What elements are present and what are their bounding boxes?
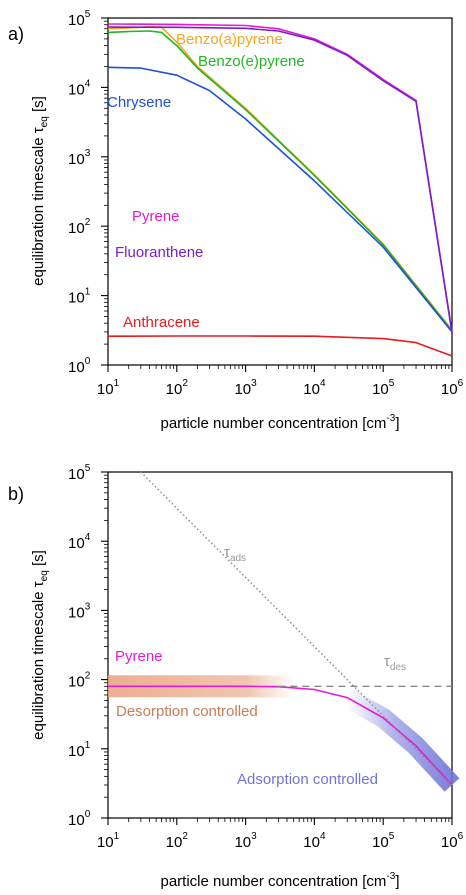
panel-b-plot-frame: [107, 471, 453, 819]
series-label-benzo-e-pyrene: Benzo(e)pyrene: [198, 53, 305, 70]
x-tick-label: 103: [234, 378, 257, 398]
x-tick-label: 104: [303, 831, 326, 851]
series-label-fluoranthene: Fluoranthene: [115, 244, 203, 261]
y-tick-label: 101: [68, 740, 91, 760]
y-tick-label: 104: [68, 532, 91, 552]
y-tick-label: 104: [68, 78, 91, 98]
series-label-pyrene: Pyrene: [132, 208, 180, 225]
x-tick-label: 105: [372, 378, 395, 398]
series-line-a-chrysene: [107, 66, 453, 333]
x-tick-label: 101: [97, 378, 120, 398]
y-tick-label: 103: [68, 148, 91, 168]
panel-b-ticks: 101 102 103 104 105 106 100 101 102 103 104 105: [68, 463, 464, 851]
panel-b-label: b): [8, 484, 24, 504]
x-tick-label: 104: [303, 378, 326, 398]
y-tick-label: 101: [68, 287, 91, 307]
series-line-a-benzo-e-pyrene: [107, 30, 453, 332]
x-tick-label: 101: [97, 831, 120, 851]
y-tick-label: 102: [68, 671, 91, 691]
x-tick-label: 105: [372, 831, 395, 851]
x-tick-label: 106: [441, 378, 464, 398]
y-tick-label: 105: [68, 9, 91, 29]
panel-b: b) 101 102 103 104 105 106100101102103104105 …: [8, 463, 464, 890]
panel-a: a) 101 102 103 104 105 106100101102103104105 …: [8, 9, 464, 432]
panel-a-x-axis-label: particle number concentration [cm-3]: [160, 413, 399, 432]
panel-a-ticks: 101 102 103 104 105 106 100 101 102 103 104 105: [68, 9, 464, 398]
y-tick-label: 102: [68, 217, 91, 237]
series-line-a-anthracene: [107, 335, 453, 357]
y-tick-label: 100: [68, 356, 91, 376]
y-tick-label: 103: [68, 601, 91, 621]
panel-a-plot-frame: [107, 17, 453, 366]
band-label-adsorption: Adsorption controlled: [237, 771, 378, 788]
tau-des-label: τdes: [384, 653, 406, 673]
series-line-b-pyrene: [108, 685, 453, 786]
panel-b-series: [108, 471, 453, 786]
panel-a-series: [107, 23, 453, 357]
series-line-a-fluoranthene: [107, 26, 453, 334]
panel-b-x-axis-label: particle number concentration [cm-3]: [160, 871, 399, 890]
band-label-desorption: Desorption controlled: [116, 703, 258, 720]
panel-a-series-labels: Benzo(a)pyrene Benzo(e)pyrene Chrysene P…: [107, 31, 305, 331]
y-tick-label: 105: [68, 463, 91, 483]
series-label-chrysene: Chrysene: [107, 94, 171, 111]
series-line-b-ads: [140, 471, 453, 786]
series-label-benzo-a-pyrene: Benzo(a)pyrene: [176, 31, 283, 48]
x-tick-label: 106: [441, 831, 464, 851]
x-tick-label: 103: [234, 831, 257, 851]
series-label-anthracene: Anthracene: [123, 314, 200, 331]
series-line-a-pyrene: [107, 23, 453, 333]
x-tick-label: 102: [166, 378, 189, 398]
series-label-pyrene-b: Pyrene: [115, 648, 163, 665]
panel-b-series-labels: Pyrene Desorption controlled Adsorption …: [115, 544, 406, 788]
panel-a-y-axis-label: equilibration timescale τeq [s]: [30, 96, 50, 286]
panel-a-label: a): [8, 24, 24, 44]
panel-b-y-axis-label: equilibration timescale τeq [s]: [30, 550, 50, 740]
y-tick-label: 100: [68, 809, 91, 829]
tau-ads-label: τads: [224, 544, 246, 564]
x-tick-label: 102: [166, 831, 189, 851]
